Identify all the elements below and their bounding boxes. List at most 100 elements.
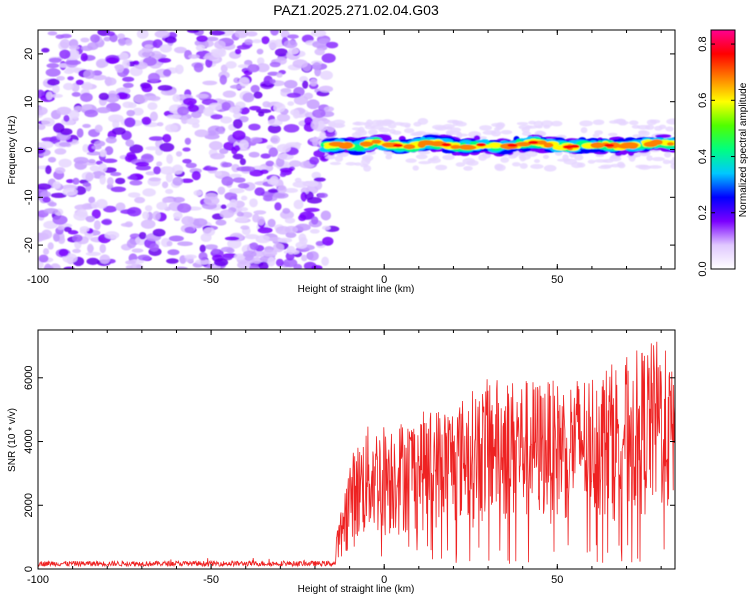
spectrogram-noise-cell bbox=[251, 257, 262, 264]
spectrogram-noise-cell bbox=[237, 64, 250, 69]
spectrogram-noise-cell bbox=[81, 45, 93, 52]
spectrogram-noise-cell bbox=[317, 192, 328, 198]
spectrogram-noise-cell bbox=[103, 205, 117, 213]
spectrogram-noise-cell bbox=[232, 118, 243, 129]
spectrogram-noise-cell bbox=[280, 88, 292, 93]
spectrogram-halo-cell bbox=[457, 133, 469, 137]
snr-x-ticks: -100 -50 0 50 bbox=[27, 330, 662, 586]
spectrogram-noise-cell bbox=[145, 146, 160, 151]
colorbar-bar bbox=[710, 29, 736, 270]
spectrogram-noise-cell bbox=[193, 189, 203, 197]
spectrogram-noise-cell bbox=[295, 223, 311, 232]
spectrogram-noise-cell bbox=[261, 36, 270, 45]
spectrogram-noise-cell bbox=[127, 192, 141, 198]
spectrogram-noise-cell bbox=[102, 158, 118, 163]
spectrogram-halo-cell bbox=[628, 120, 639, 126]
spectrogram-noise-cell bbox=[180, 178, 194, 184]
spectrogram-noise-cell bbox=[324, 130, 336, 138]
spectrogram-x-tick-label: -50 bbox=[203, 274, 219, 286]
spectrogram-noise-cell bbox=[284, 225, 299, 234]
spectrogram-noise-cell bbox=[274, 48, 288, 57]
spectrogram-noise-cell bbox=[322, 236, 334, 246]
spectrogram-noise-cell bbox=[174, 266, 188, 269]
spectrogram-noise-cell bbox=[235, 101, 246, 109]
spectrogram-noise-cell bbox=[101, 219, 112, 225]
spectrogram-noise-cell bbox=[154, 30, 170, 38]
spectrogram-halo-cell bbox=[666, 118, 675, 125]
spectrogram-noise-cell bbox=[202, 166, 218, 171]
spectrogram-noise-cell bbox=[209, 30, 226, 36]
spectrogram-noise-cell bbox=[152, 39, 163, 49]
colorbar-tick-label: 0.4 bbox=[697, 149, 709, 164]
spectrogram-noise-cell bbox=[45, 91, 53, 100]
spectrogram-noise-cell bbox=[99, 254, 111, 265]
colorbar-tick-label: 0.6 bbox=[697, 93, 709, 108]
spectrogram-noise-cell bbox=[195, 44, 206, 52]
spectrogram-noise-cell bbox=[185, 162, 197, 169]
spectrogram-noise-cell bbox=[126, 239, 137, 249]
spectrogram-noise-cell bbox=[103, 36, 111, 42]
spectrogram-noise-cell bbox=[91, 145, 102, 150]
spectrogram-noise-cell bbox=[283, 40, 298, 49]
spectrogram-noise-cell bbox=[270, 135, 281, 144]
spectrogram-noise-cell bbox=[184, 254, 197, 259]
spectrogram-noise-cell bbox=[321, 225, 331, 231]
spectrogram-noise-cell bbox=[67, 49, 80, 59]
spectrogram-noise-cell bbox=[159, 44, 172, 53]
spectrogram-noise-cell bbox=[317, 120, 325, 130]
spectrogram-noise-cell bbox=[122, 59, 130, 70]
spectrogram-halo-cell bbox=[542, 154, 550, 160]
spectrogram-noise-cell bbox=[182, 147, 191, 152]
spectrogram-noise-cell bbox=[199, 244, 206, 253]
spectrogram-noise-cell bbox=[53, 233, 60, 242]
spectrogram-noise-cell bbox=[249, 264, 259, 269]
spectrogram-noise-cell bbox=[47, 31, 58, 36]
spectrogram-noise-cell bbox=[120, 222, 133, 227]
spectrogram-noise-cell bbox=[157, 85, 173, 91]
spectrogram-noise-cell bbox=[148, 177, 162, 182]
spectrogram-noise-cell bbox=[111, 127, 126, 135]
spectrogram-noise-cell bbox=[41, 47, 50, 53]
spectrogram-halo-cell bbox=[466, 160, 479, 166]
spectrogram-noise-cell bbox=[309, 228, 320, 234]
spectrogram-halo-cell bbox=[600, 164, 614, 168]
spectrogram-noise-cell bbox=[240, 195, 248, 201]
spectrogram-noise-cell bbox=[115, 177, 126, 185]
spectrogram-halo-cell bbox=[628, 155, 636, 162]
spectrogram-noise-cell bbox=[141, 116, 152, 126]
spectrogram-noise-cell bbox=[159, 142, 175, 152]
spectrogram-noise-cell bbox=[45, 68, 61, 77]
spectrogram-halo-cell bbox=[326, 125, 335, 133]
spectrogram-noise-cell bbox=[166, 114, 182, 119]
spectrogram-noise-cell bbox=[220, 246, 234, 253]
spectrogram-halo-cell bbox=[574, 154, 584, 161]
spectrogram-halo-cell bbox=[525, 150, 538, 157]
spectrogram-noise-cell bbox=[318, 38, 330, 43]
spectrogram-noise-cell bbox=[125, 139, 135, 147]
spectrogram-noise-cell bbox=[249, 242, 259, 251]
spectrogram-signal-cell bbox=[515, 141, 532, 147]
spectrogram-noise-cell bbox=[267, 256, 276, 267]
spectrogram-noise-cell bbox=[72, 248, 81, 254]
spectrogram-noise-cell bbox=[233, 112, 242, 119]
spectrogram-noise-cell bbox=[38, 260, 44, 269]
spectrogram-noise-cell bbox=[98, 163, 108, 173]
spectrogram-noise-cell bbox=[260, 153, 271, 159]
spectrogram-noise-cell bbox=[239, 158, 246, 166]
spectrogram-noise-cell bbox=[198, 251, 208, 261]
spectrogram-noise-cell bbox=[91, 74, 107, 81]
snr-frame bbox=[37, 329, 676, 570]
snr-panel: -100 -50 0 50 0 2000 4000 6000 Height of strai… bbox=[7, 329, 676, 595]
spectrogram-noise-cell bbox=[104, 146, 114, 156]
spectrogram-halo-cell bbox=[664, 151, 672, 158]
spectrogram-halo-cell bbox=[418, 160, 432, 165]
spectrogram-noise-cell bbox=[80, 53, 89, 62]
spectrogram-halo-cell bbox=[404, 124, 411, 128]
colorbar-tick-label: 0.0 bbox=[697, 261, 709, 276]
spectrogram-noise-cell bbox=[99, 149, 107, 157]
spectrogram-noise-cell bbox=[148, 72, 160, 83]
spectrogram-noise-cell bbox=[68, 109, 80, 119]
spectrogram-noise-cell bbox=[164, 36, 177, 44]
spectrogram-y-tick-label: 0 bbox=[23, 146, 35, 152]
spectrogram-noise-cell bbox=[46, 63, 60, 69]
